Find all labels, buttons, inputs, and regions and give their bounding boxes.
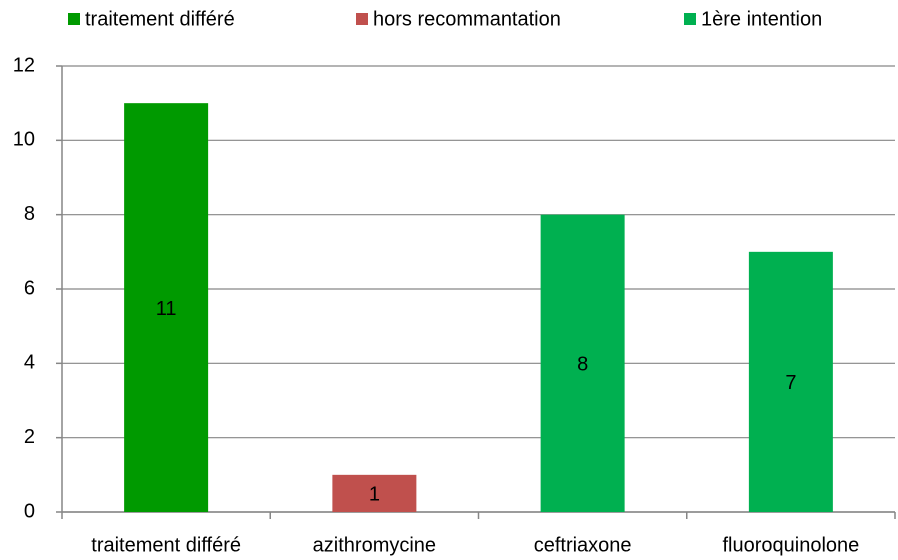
data-label: 8 [577, 354, 588, 376]
x-tick-label: ceftriaxone [534, 534, 632, 556]
data-label: 7 [785, 372, 796, 394]
legend-label: 1ère intention [701, 8, 822, 30]
y-tick-label: 2 [24, 426, 35, 448]
bar [332, 474, 417, 512]
x-tick-label: azithromycine [313, 534, 436, 556]
legend-swatch [356, 13, 368, 25]
y-tick-label: 0 [24, 500, 35, 522]
legend-swatch [684, 13, 696, 25]
legend-swatch [68, 13, 80, 25]
legend-label: hors recommantation [373, 8, 561, 30]
y-tick-label: 6 [24, 277, 35, 299]
y-tick-label: 10 [13, 129, 35, 151]
y-tick-label: 12 [13, 54, 35, 76]
legend-label: traitement différé [85, 8, 235, 30]
bar [748, 251, 833, 513]
data-label: 11 [156, 298, 177, 320]
data-label: 1 [369, 484, 380, 506]
bar [124, 103, 209, 513]
x-tick-label: fluoroquinolone [722, 534, 859, 556]
x-tick-label: traitement différé [91, 534, 241, 556]
bar [540, 214, 625, 512]
y-tick-label: 4 [24, 352, 35, 374]
y-tick-label: 8 [24, 203, 35, 225]
